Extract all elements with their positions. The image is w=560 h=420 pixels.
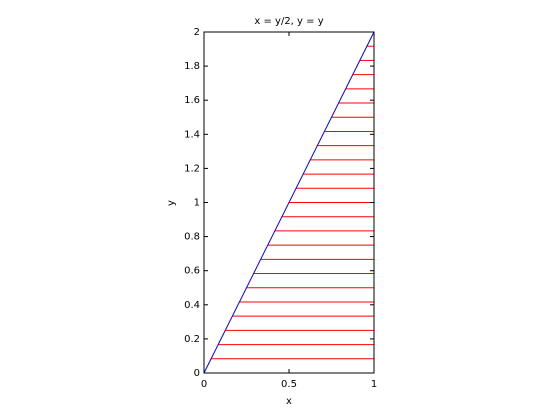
y-tick-label: 1.8 (184, 61, 200, 72)
chart-title: x = y/2, y = y (254, 16, 323, 27)
x-tick-label: 0 (201, 379, 207, 390)
x-axis-label: x (286, 396, 292, 407)
y-tick-label: 1.2 (184, 163, 200, 174)
y-tick-label: 0.4 (184, 300, 200, 311)
y-tick-label: 0.2 (184, 334, 200, 345)
x-tick-label: 1 (371, 379, 377, 390)
y-tick-label: 0.6 (184, 266, 200, 277)
y-tick-label: 1 (194, 198, 200, 209)
y-tick-label: 0 (194, 368, 200, 379)
x-tick-label: 0.5 (281, 379, 297, 390)
y-tick-label: 0.8 (184, 232, 200, 243)
series-line (203, 31, 375, 374)
y-tick-label: 1.4 (184, 129, 200, 140)
y-axis-label: y (166, 200, 177, 206)
y-tick-label: 1.6 (184, 95, 200, 106)
y-tick-label: 2 (194, 27, 200, 38)
